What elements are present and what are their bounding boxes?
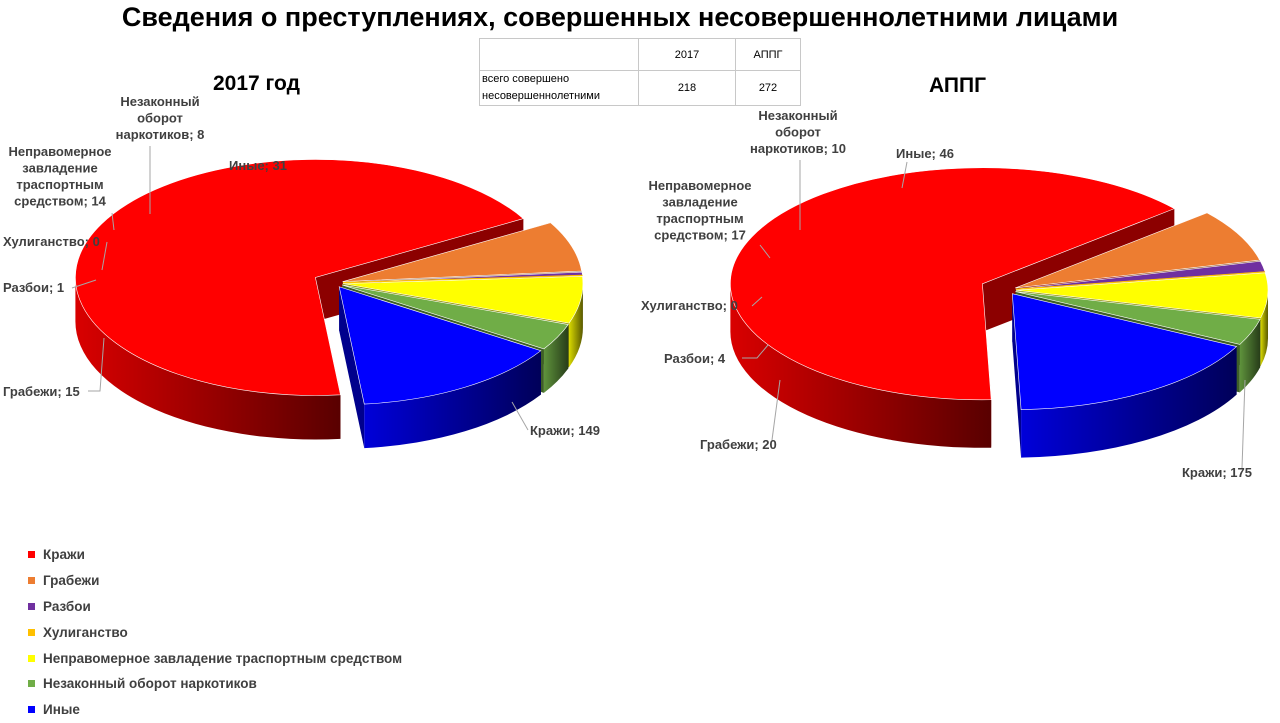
summary-value-2017: 218 <box>638 70 736 106</box>
data-label-незаконный-оборот-наркотиков: Незаконный оборот наркотиков; 10 <box>750 108 846 156</box>
data-label-незаконный-оборот-наркотиков: Незаконный оборот наркотиков; 8 <box>116 94 205 142</box>
summary-header-2017: 2017 <box>638 38 736 71</box>
legend-swatch <box>28 628 35 636</box>
legend-item: Грабежи <box>28 568 402 594</box>
pie-chart-appg: Кражи; 175 Грабежи; 20 Разбои; 4 Хулиганств… <box>641 108 1269 480</box>
data-label-грабежи: Грабежи; 20 <box>700 437 777 452</box>
leader-line <box>1241 379 1246 469</box>
slice-неправомерное-завладение-траспортным-средством <box>342 276 584 324</box>
leader-line <box>742 344 769 359</box>
leader-line <box>759 244 771 259</box>
slice-неправомерное-завладение-траспортным-средством <box>1015 272 1269 319</box>
legend-item: Кражи <box>28 542 402 568</box>
data-label-неправомерное-завладение-траспортным-средством: Неправомерное завладение траспортным средст… <box>8 144 111 209</box>
slice-незаконный-оборот-наркотиков <box>342 284 569 350</box>
data-label-иные: Иные; 46 <box>896 146 954 161</box>
leader-line <box>71 279 97 289</box>
legend-item: Хулиганство <box>28 619 402 645</box>
slice-кражи-rim <box>75 277 341 440</box>
slice-хулиганство <box>1015 271 1266 291</box>
leader-line <box>511 401 529 431</box>
legend: Кражи Грабежи Разбои Хулиганство Неправо… <box>28 542 402 723</box>
slice-грабежи <box>1015 212 1261 289</box>
pie-top-layer <box>730 167 1269 410</box>
data-label-иные: Иные; 31 <box>229 158 287 173</box>
leader-line <box>771 379 781 441</box>
leader-line <box>101 241 108 271</box>
legend-item: Разбои <box>28 594 402 620</box>
slice-иные-rim <box>364 350 541 449</box>
summary-header-appg: АППГ <box>735 38 801 71</box>
data-label-хулиганство: Хулиганство; 0 <box>641 298 738 313</box>
pie-chart-2017: Кражи; 149 Грабежи; 15 Разбои; 1 Хулиганств… <box>3 94 600 449</box>
pie-top-layer <box>75 159 584 405</box>
slice-грабежи <box>342 222 583 282</box>
leader-line <box>751 296 763 307</box>
legend-swatch <box>28 654 35 662</box>
data-label-неправомерное-завладение-траспортным-средством: Неправомерное завладение траспортным средст… <box>648 178 751 243</box>
summary-row-label: всего совершено несовершеннолетними <box>479 70 639 106</box>
legend-swatch <box>28 680 35 688</box>
slice-незаконный-оборот-наркотиков <box>1015 291 1261 345</box>
summary-value-appg: 272 <box>735 70 801 106</box>
chart-title-appg: АППГ <box>929 74 986 97</box>
legend-item: Иные <box>28 697 402 723</box>
legend-label: Иные <box>43 702 80 718</box>
summary-header-row: 2017 АППГ <box>479 38 801 71</box>
summary-table: 2017 АППГ всего совершено несовершенноле… <box>479 38 801 106</box>
slice-кражи-rim <box>730 283 992 448</box>
slice-незаконный-оборот-наркотиков-rim <box>1239 319 1261 393</box>
data-label-грабежи: Грабежи; 15 <box>3 384 80 399</box>
slice-иные-wall <box>339 286 365 449</box>
data-label-разбои: Разбои; 1 <box>3 280 64 295</box>
legend-label: Незаконный оборот наркотиков <box>43 676 257 692</box>
data-label-хулиганство: Хулиганство; 0 <box>3 234 100 249</box>
legend-item: Неправомерное завладение траспортным сре… <box>28 645 402 671</box>
legend-swatch <box>28 602 35 610</box>
slice-кражи <box>730 167 1176 401</box>
data-label-кражи: Кражи; 175 <box>1182 465 1252 480</box>
slice-иные-rim <box>1021 346 1237 458</box>
legend-label: Кражи <box>43 547 85 563</box>
data-labels: Кражи; 175 Грабежи; 20 Разбои; 4 Хулиганств… <box>641 108 1252 480</box>
summary-header-blank <box>479 38 639 71</box>
leader-line <box>901 161 908 189</box>
main-title: Сведения о преступлениях, совершенных не… <box>121 2 1119 32</box>
summary-data-row: всего совершено несовершеннолетними 218 … <box>479 70 801 106</box>
slice-хулиганство <box>342 274 583 284</box>
data-labels: Кражи; 149 Грабежи; 15 Разбои; 1 Хулиганств… <box>3 94 600 438</box>
legend-swatch <box>28 551 35 559</box>
slice-иные <box>1011 293 1238 410</box>
slice-незаконный-оборот-наркотиков-rim <box>543 324 569 393</box>
legend-swatch <box>28 706 35 714</box>
pie-charts: Кражи; 149 Грабежи; 15 Разбои; 1 Хулиганств… <box>3 94 1269 480</box>
slice-кражи <box>75 159 524 396</box>
slice-неправомерное-завладение-траспортным-средством-rim <box>1260 290 1268 367</box>
legend-label: Хулиганство <box>43 624 128 640</box>
legend-label: Грабежи <box>43 573 100 589</box>
slice-иные-wall <box>1012 293 1022 458</box>
chart-title-2017: 2017 год <box>213 72 300 95</box>
legend-label: Разбои <box>43 598 91 614</box>
legend-swatch <box>28 577 35 585</box>
leader-line <box>111 212 115 231</box>
slice-иные <box>338 286 542 405</box>
data-label-кражи: Кражи; 149 <box>530 423 600 438</box>
leader-line <box>88 337 105 392</box>
legend-label: Неправомерное завладение траспортным сре… <box>43 650 403 666</box>
legend-item: Незаконный оборот наркотиков <box>28 671 402 697</box>
data-label-разбои: Разбои; 4 <box>664 351 726 366</box>
